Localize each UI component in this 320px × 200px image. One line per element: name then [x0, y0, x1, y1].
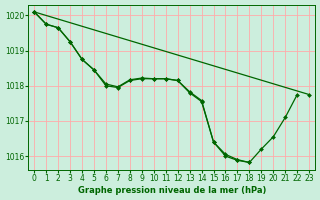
- X-axis label: Graphe pression niveau de la mer (hPa): Graphe pression niveau de la mer (hPa): [77, 186, 266, 195]
